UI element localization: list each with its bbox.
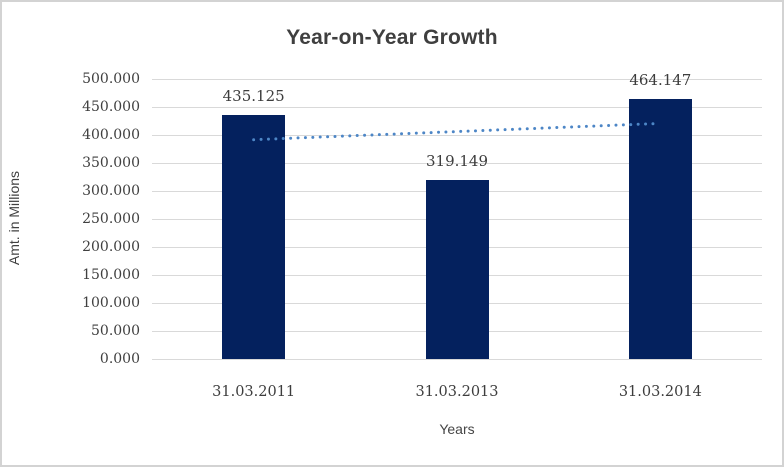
y-tick-label: 100.000 bbox=[82, 295, 140, 311]
gridline bbox=[152, 134, 762, 136]
gridline bbox=[152, 78, 762, 80]
bar bbox=[628, 99, 692, 359]
x-axis-category-labels: 31.03.2011 31.03.2013 31.03.2014 bbox=[152, 383, 762, 401]
chart-title: Year-on-Year Growth bbox=[286, 26, 498, 49]
y-tick-label: 450.000 bbox=[82, 99, 140, 115]
y-tick-label: 400.000 bbox=[82, 127, 140, 143]
x-category-label: 31.03.2011 bbox=[212, 384, 296, 400]
gridline bbox=[152, 358, 762, 360]
y-tick-label: 500.000 bbox=[82, 71, 140, 87]
gridline bbox=[152, 106, 762, 108]
bar-value-label: 464.147 bbox=[629, 71, 692, 90]
y-tick-label: 150.000 bbox=[82, 267, 140, 283]
bar-value-label: 319.149 bbox=[425, 152, 489, 171]
y-tick-label: 250.000 bbox=[82, 211, 140, 227]
y-tick-label: 50.000 bbox=[91, 323, 140, 339]
bar bbox=[222, 115, 286, 359]
y-axis-tick-labels: 0.000 50.000 100.000 150.000 200.000 250.000 3… bbox=[2, 71, 140, 367]
plot-area: 435.125 319.149 464.147 bbox=[152, 71, 762, 360]
y-tick-label: 0.000 bbox=[99, 351, 140, 367]
x-category-label: 31.03.2013 bbox=[415, 384, 499, 400]
bar bbox=[425, 180, 489, 359]
x-axis-title: Years bbox=[439, 421, 475, 437]
bar-value-label: 435.125 bbox=[222, 87, 285, 106]
x-category-label: 31.03.2014 bbox=[618, 384, 702, 400]
y-tick-label: 350.000 bbox=[82, 155, 140, 171]
y-tick-label: 200.000 bbox=[82, 239, 140, 255]
trendline bbox=[252, 121, 662, 142]
y-tick-label: 300.000 bbox=[82, 183, 140, 199]
gridline bbox=[152, 162, 762, 164]
